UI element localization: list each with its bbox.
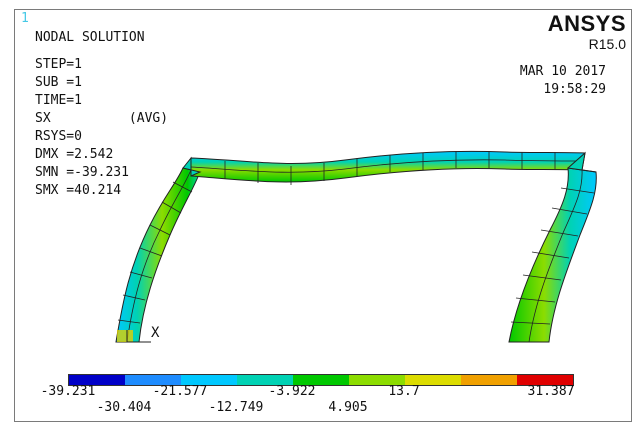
- legend-tick: -3.922: [268, 384, 316, 399]
- legend-tick: 31.387: [527, 384, 575, 399]
- info-time: TIME=1: [35, 93, 82, 108]
- legend-swatch: [181, 375, 237, 385]
- solution-info: STEP=1 SUB =1 TIME=1 SX (AVG) RSYS=0 DMX…: [35, 56, 168, 200]
- legend-swatch: [405, 375, 461, 385]
- info-dmx: DMX =2.542: [35, 147, 114, 162]
- info-component: SX (AVG): [35, 111, 169, 126]
- info-sub: SUB =1: [35, 75, 82, 90]
- legend-tick: -30.404: [96, 400, 152, 415]
- brand-version: R15.0: [588, 36, 626, 52]
- ansys-logo: ANSYS R15.0: [547, 11, 626, 53]
- info-smn: SMN =-39.231: [35, 165, 129, 180]
- left-column: [115, 167, 201, 343]
- legend-swatch: [293, 375, 349, 385]
- info-step: STEP=1: [35, 57, 82, 72]
- legend-tick: -39.231: [40, 384, 96, 399]
- graphics-window[interactable]: 1 ANSYS R15.0 NODAL SOLUTION STEP=1 SUB …: [14, 9, 632, 422]
- brand-name: ANSYS: [547, 11, 626, 36]
- legend-tick: 13.7: [388, 384, 420, 399]
- legend-swatch: [349, 375, 405, 385]
- top-beam: [190, 150, 586, 183]
- info-rsys: RSYS=0: [35, 129, 82, 144]
- time-label: 19:58:29: [543, 82, 606, 97]
- legend-swatch: [517, 375, 573, 385]
- legend-swatch: [125, 375, 181, 385]
- legend-swatch: [461, 375, 517, 385]
- plot-title: NODAL SOLUTION: [35, 30, 145, 45]
- info-smx: SMX =40.214: [35, 183, 122, 198]
- contour-legend-bar: [68, 374, 574, 386]
- axis-x-label: X: [151, 325, 160, 341]
- legend-tick: -12.749: [208, 400, 264, 415]
- timestamp: MAR 10 2017 19:58:29: [520, 63, 606, 99]
- legend-tick: 4.905: [328, 400, 368, 415]
- legend-tick: -21.577: [152, 384, 208, 399]
- date-label: MAR 10 2017: [519, 64, 606, 79]
- window-number: 1: [21, 11, 29, 26]
- legend-swatch: [237, 375, 293, 385]
- deformed-frame-contour[interactable]: [15, 10, 631, 421]
- legend-swatch: [69, 375, 125, 385]
